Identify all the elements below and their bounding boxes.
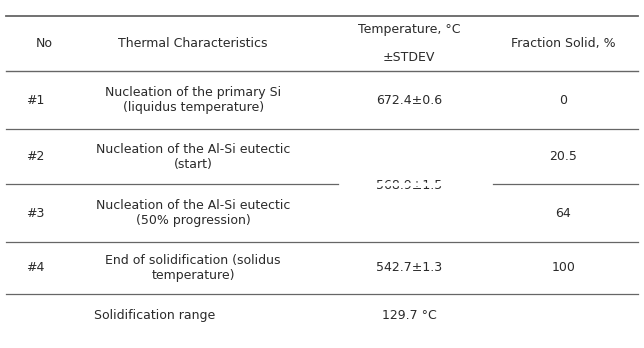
Text: ±STDEV: ±STDEV	[383, 51, 435, 64]
Text: #1: #1	[26, 94, 44, 106]
Text: #2: #2	[26, 150, 44, 163]
Text: Nucleation of the primary Si
(liquidus temperature): Nucleation of the primary Si (liquidus t…	[105, 86, 281, 114]
Text: 20.5: 20.5	[549, 150, 578, 163]
Text: Solidification range: Solidification range	[94, 309, 215, 322]
Text: 100: 100	[551, 261, 576, 275]
Text: 672.4±0.6: 672.4±0.6	[376, 94, 442, 106]
Text: Nucleation of the Al-Si eutectic
(start): Nucleation of the Al-Si eutectic (start)	[96, 143, 290, 171]
Text: Thermal Characteristics: Thermal Characteristics	[118, 37, 268, 50]
Text: #4: #4	[26, 261, 44, 275]
Text: 0: 0	[560, 94, 567, 106]
Text: 568.9±1.5: 568.9±1.5	[376, 179, 442, 192]
Text: Fraction Solid, %: Fraction Solid, %	[511, 37, 616, 50]
Text: 542.7±1.3: 542.7±1.3	[376, 261, 442, 275]
Text: #3: #3	[26, 207, 44, 220]
Text: 64: 64	[556, 207, 571, 220]
Text: 129.7 °C: 129.7 °C	[381, 309, 437, 322]
Text: Nucleation of the Al-Si eutectic
(50% progression): Nucleation of the Al-Si eutectic (50% pr…	[96, 199, 290, 227]
Text: Temperature, °C: Temperature, °C	[357, 23, 460, 36]
Text: No: No	[35, 37, 52, 50]
Text: End of solidification (solidus
temperature): End of solidification (solidus temperatu…	[106, 254, 281, 282]
